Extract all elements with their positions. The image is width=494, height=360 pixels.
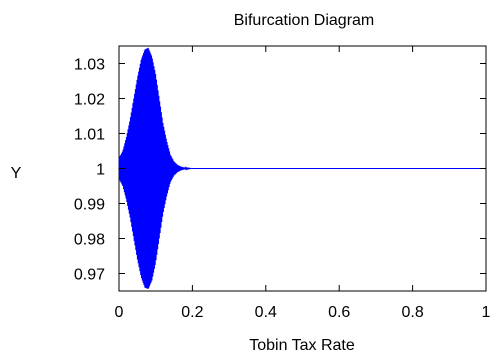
x-tick-label: 0.6: [328, 304, 350, 321]
series-line: [118, 47, 486, 290]
y-axis-label: Y: [11, 165, 22, 182]
y-tick-label: 0.99: [74, 197, 105, 214]
x-tick-labels: 0 0.2 0.4 0.6 0.8 1: [115, 304, 491, 321]
x-axis-label: Tobin Tax Rate: [249, 337, 355, 354]
y-tick-label: 1.01: [74, 127, 105, 144]
y-tick-label: 0.97: [74, 267, 105, 284]
y-tick-labels: 0.97 0.98 0.99 1 1.01 1.02 1.03: [74, 57, 105, 284]
x-tick-label: 0.8: [401, 304, 423, 321]
x-tick-label: 1: [482, 304, 491, 321]
x-tick-label: 0.2: [181, 304, 203, 321]
y-tick-label: 1: [96, 162, 105, 179]
plot-area: [118, 45, 487, 292]
x-tick-label: 0: [115, 304, 124, 321]
data-layer: [118, 47, 486, 290]
y-tick-label: 0.98: [74, 232, 105, 249]
tick-layer: [118, 46, 487, 291]
y-tick-label: 1.03: [74, 57, 105, 74]
chart-title: Bifurcation Diagram: [234, 12, 375, 29]
y-tick-label: 1.02: [74, 92, 105, 109]
x-tick-label: 0.4: [255, 304, 277, 321]
